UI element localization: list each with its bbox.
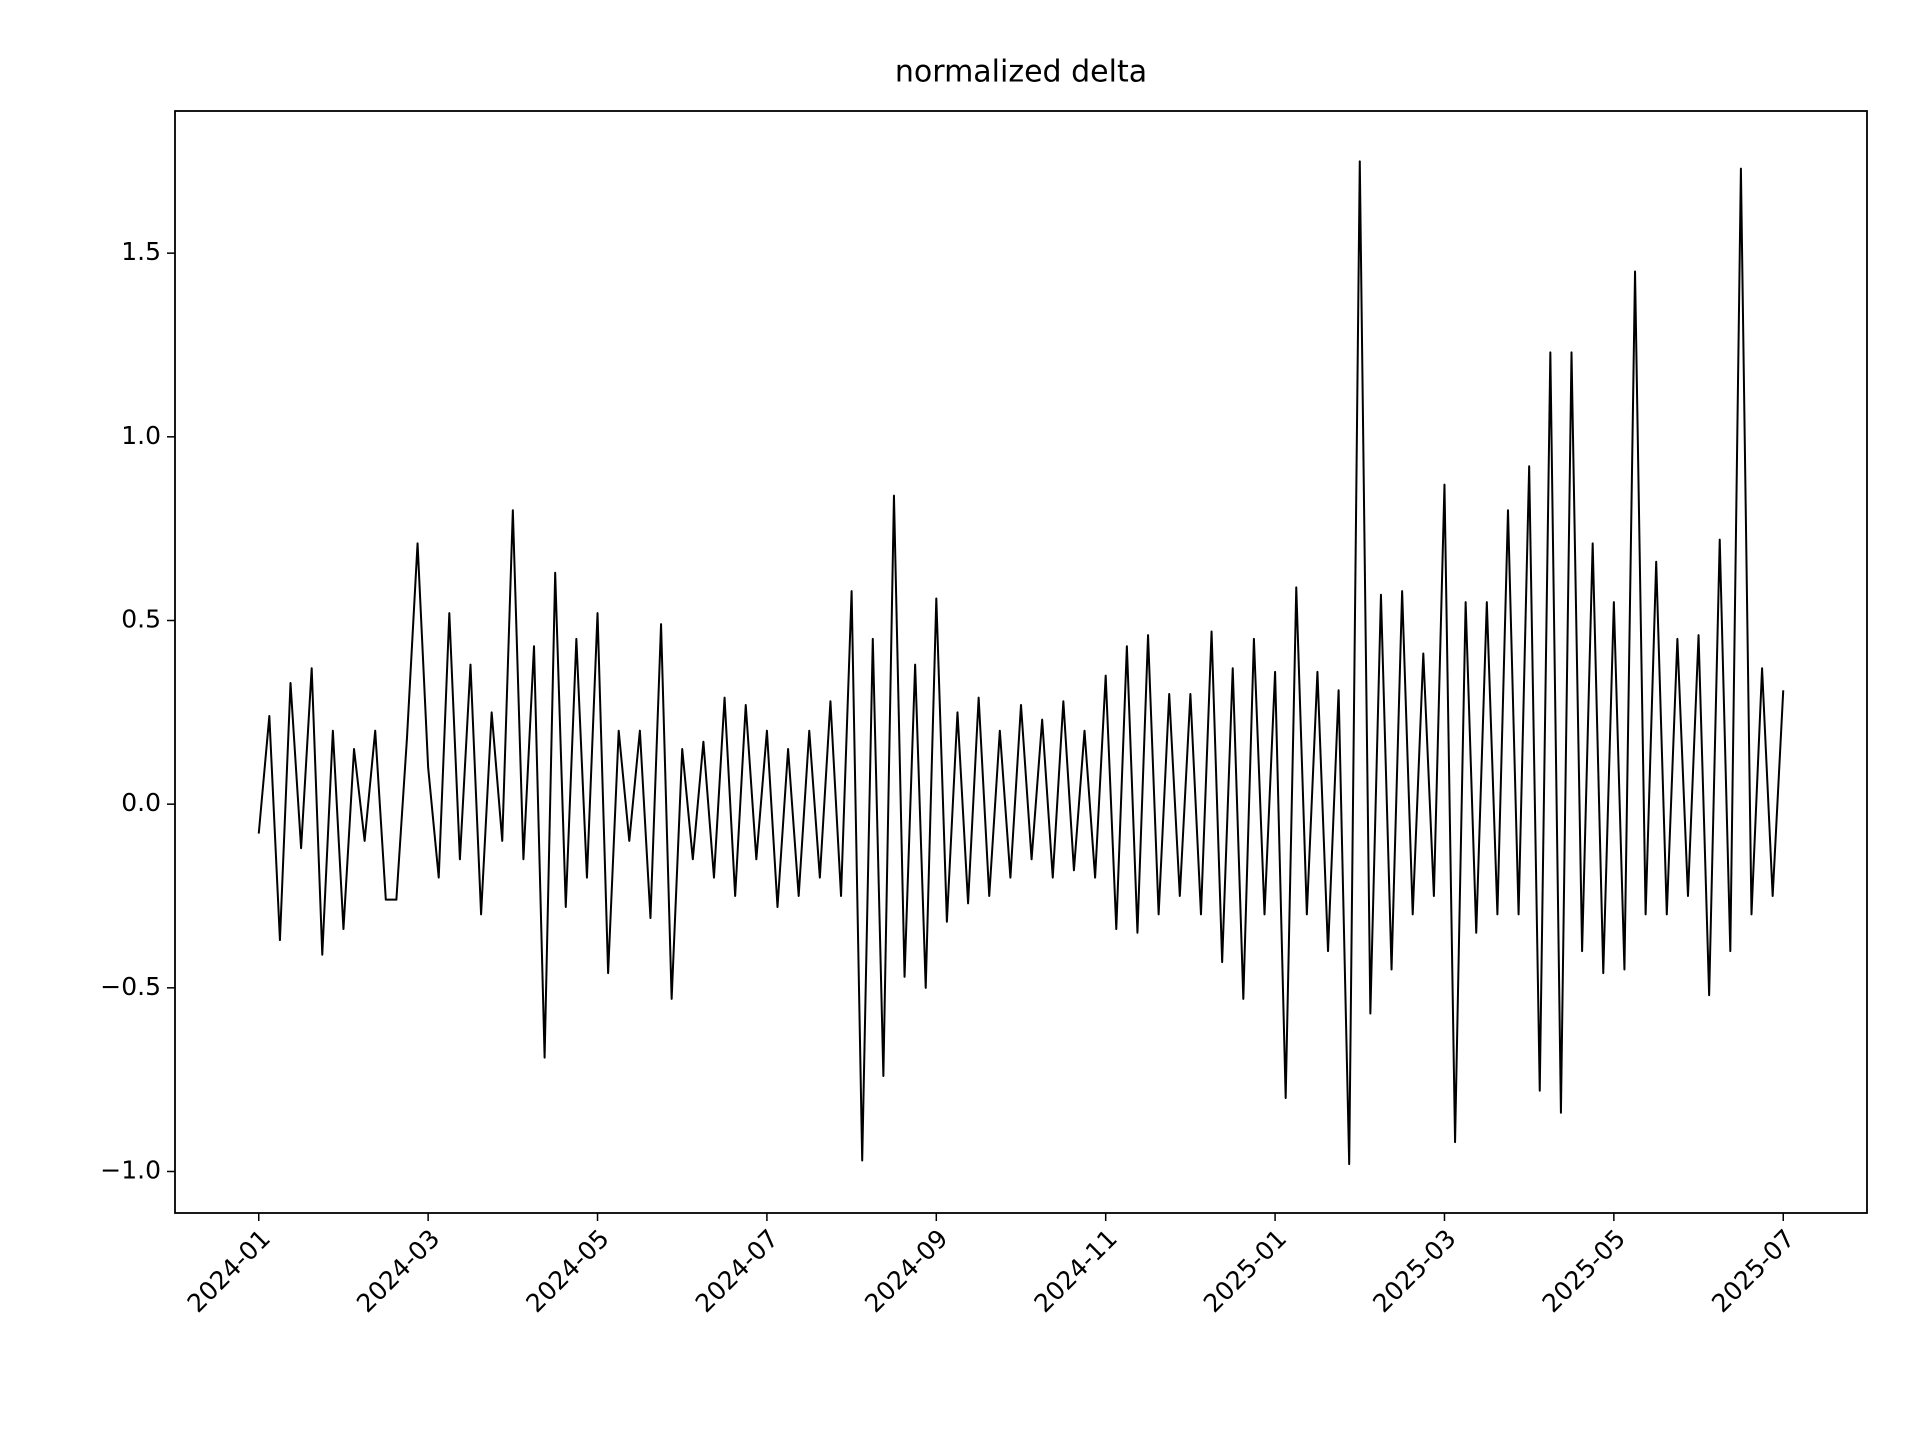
y-tick-label: 0.0 [121, 788, 161, 817]
plot-frame [174, 110, 1868, 1214]
x-tick-label: 2024-01 [182, 1224, 276, 1318]
y-tick-label: 1.0 [121, 421, 161, 450]
x-tick-label: 2025-07 [1706, 1224, 1800, 1318]
data-line [257, 160, 1785, 1166]
x-tick-label: 2024-11 [1029, 1224, 1123, 1318]
x-tick-label: 2025-05 [1537, 1224, 1631, 1318]
y-tick-label: 1.5 [121, 237, 161, 266]
y-tick-label: 0.5 [121, 604, 161, 633]
x-tick-label: 2024-05 [520, 1224, 614, 1318]
chart-title: normalized delta [895, 55, 1147, 90]
x-tick-label: 2024-07 [690, 1224, 784, 1318]
x-tick-label: 2025-03 [1367, 1224, 1461, 1318]
y-tick-label: −1.0 [100, 1155, 161, 1184]
y-tick-label: −0.5 [100, 972, 161, 1001]
x-tick-label: 2025-01 [1198, 1224, 1292, 1318]
x-tick-label: 2024-03 [351, 1224, 445, 1318]
x-tick-label: 2024-09 [859, 1224, 953, 1318]
